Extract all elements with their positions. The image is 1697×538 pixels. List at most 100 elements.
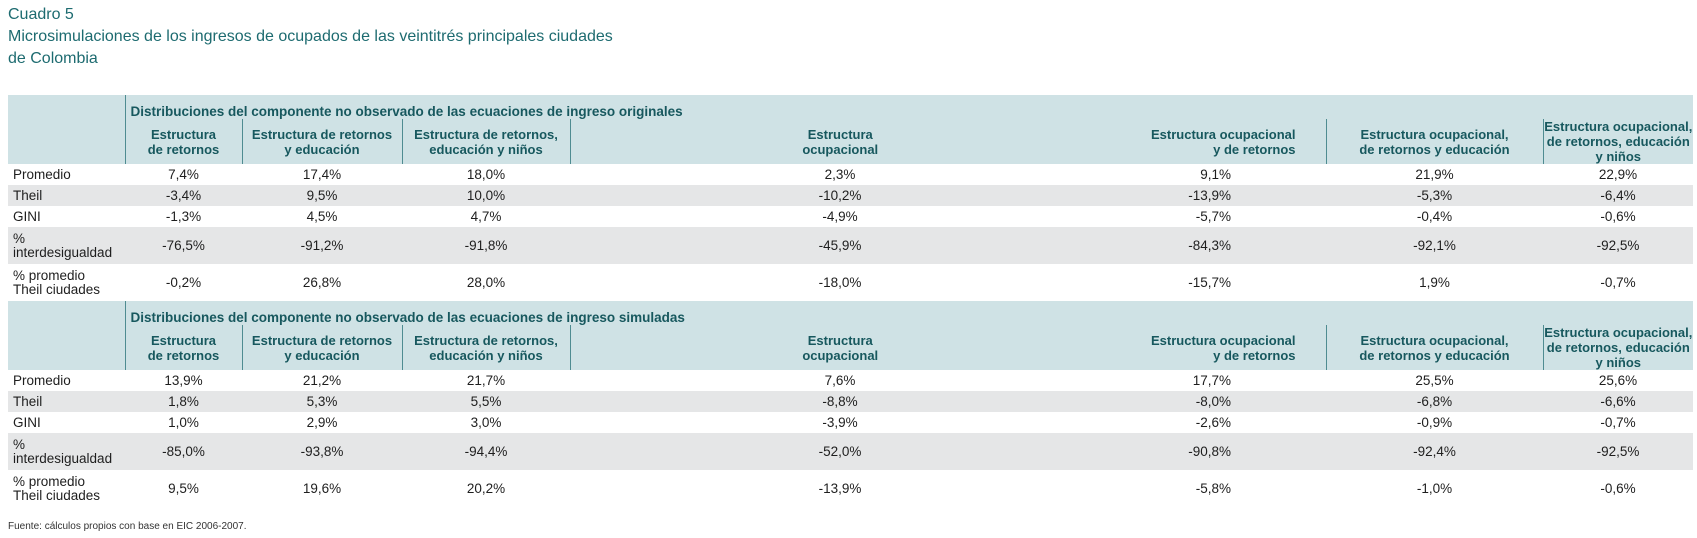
- column-header-label: Estructura ocupacional, de retornos, edu…: [1544, 119, 1693, 164]
- column-header: Estructura de retornos y educación: [241, 325, 402, 370]
- column-header-label: Estructura ocupacional, de retornos y ed…: [1359, 126, 1510, 157]
- column-header-label: Estructura ocupacional: [802, 126, 879, 157]
- value-cell: 13,9%: [164, 373, 203, 388]
- value-cell: 18,0%: [466, 167, 506, 182]
- value-cell: -1,0%: [1416, 481, 1453, 496]
- value-cell: 21,9%: [1415, 167, 1454, 182]
- table-row: GINI 1,0% 2,9% 3,0% -3,9% -2,6% -0,9% -0,7%: [8, 412, 1693, 433]
- row-label: Promedio: [13, 166, 71, 182]
- value-cell: -92,1%: [1326, 227, 1543, 264]
- table-row: % promedio Theil ciudades 9,5% 19,6% 20,2% -…: [8, 470, 1693, 507]
- row-label: Promedio: [13, 372, 71, 388]
- column-header-row: Estructura de retornos Estructura de reto…: [8, 119, 1694, 164]
- row-label: % promedio Theil ciudades: [13, 473, 101, 503]
- row-label: Theil: [8, 391, 125, 412]
- value-cell: -52,0%: [570, 433, 1110, 470]
- value-cell: -0,7%: [1600, 415, 1636, 430]
- column-header-label: Estructura de retornos: [147, 332, 220, 363]
- corner-cell: [8, 325, 126, 370]
- section-header: Distribuciones del componente no observa…: [8, 95, 1694, 119]
- table-row: Promedio 13,9% 21,2% 21,7% 7,6% 17,7% 25,5% 25,…: [8, 370, 1693, 391]
- value-cell: -1,3%: [165, 209, 202, 224]
- value-cell: 4,5%: [306, 209, 338, 224]
- value-cell: 1,0%: [168, 415, 199, 430]
- value-cell: 22,9%: [1598, 167, 1638, 182]
- value-cell: -94,4%: [402, 433, 570, 470]
- value-cell: 21,7%: [466, 373, 506, 388]
- column-header: Estructura de retornos, educación y niño…: [401, 119, 570, 164]
- value-cell: -15,7%: [1188, 275, 1231, 290]
- value-cell: -76,5%: [125, 227, 242, 264]
- column-header-label: Estructura de retornos, educación y niño…: [414, 126, 558, 157]
- value-cell: -3,4%: [125, 185, 242, 206]
- value-cell: -0,6%: [1600, 481, 1636, 496]
- column-header-label: Estructura ocupacional, de retornos y ed…: [1359, 332, 1510, 363]
- column-header: Estructura ocupacional, de retornos y ed…: [1325, 119, 1543, 164]
- value-cell: 9,5%: [242, 185, 402, 206]
- value-cell: 2,3%: [824, 167, 856, 182]
- value-cell: 26,8%: [302, 275, 342, 290]
- value-cell: 5,3%: [242, 391, 402, 412]
- value-cell: -91,8%: [402, 227, 570, 264]
- table-row: % promedio Theil ciudades -0,2% 26,8% 28,0%…: [8, 264, 1693, 301]
- value-cell: -6,8%: [1326, 391, 1543, 412]
- value-cell: 19,6%: [302, 481, 342, 496]
- value-cell: -4,9%: [822, 209, 858, 224]
- column-header: Estructura de retornos: [125, 119, 242, 164]
- caption-title-line-2: de Colombia: [8, 50, 98, 67]
- value-cell: -0,2%: [165, 275, 202, 290]
- value-cell: -0,9%: [1416, 415, 1453, 430]
- column-header: Estructura ocupacional: [569, 325, 1110, 370]
- corner-cell: [8, 119, 126, 164]
- value-cell: 20,2%: [466, 481, 506, 496]
- value-cell: -91,2%: [242, 227, 402, 264]
- value-cell: 9,1%: [1200, 167, 1231, 182]
- value-cell: -13,9%: [1110, 185, 1326, 206]
- value-cell: -2,6%: [1195, 415, 1231, 430]
- value-cell: -8,8%: [570, 391, 1110, 412]
- value-cell: 7,6%: [824, 373, 856, 388]
- value-cell: 17,4%: [302, 167, 342, 182]
- table-row: Promedio 7,4% 17,4% 18,0% 2,3% 9,1% 21,9% 22,9%: [8, 164, 1693, 185]
- value-cell: -5,3%: [1326, 185, 1543, 206]
- value-cell: -0,7%: [1600, 275, 1636, 290]
- column-header: Estructura ocupacional, de retornos, edu…: [1542, 325, 1694, 370]
- table-row: Theil -3,4% 9,5% 10,0% -10,2% -13,9% -5,3% -6,4…: [8, 185, 1694, 206]
- row-label: % interdesigualdad: [8, 227, 125, 264]
- value-cell: -90,8%: [1110, 433, 1326, 470]
- table-row: % interdesigualdad -85,0% -93,8% -94,4% -52,…: [8, 433, 1694, 470]
- value-cell: -92,4%: [1326, 433, 1543, 470]
- column-header-label: Estructura ocupacional: [802, 332, 879, 363]
- value-cell: -93,8%: [242, 433, 402, 470]
- column-header: Estructura de retornos: [125, 325, 242, 370]
- table-row: GINI -1,3% 4,5% 4,7% -4,9% -5,7% -0,4% -0,6%: [8, 206, 1693, 227]
- value-cell: -3,9%: [822, 415, 858, 430]
- value-cell: -13,9%: [818, 481, 862, 496]
- value-cell: 9,5%: [168, 481, 199, 496]
- value-cell: -5,7%: [1195, 209, 1231, 224]
- caption-number: Cuadro 5: [8, 6, 74, 23]
- column-header: Estructura ocupacional y de retornos: [1110, 119, 1326, 164]
- column-header: Estructura ocupacional: [569, 119, 1110, 164]
- results-table: Distribuciones del componente no observa…: [8, 95, 1694, 507]
- corner-cell: [8, 95, 126, 119]
- column-header: Estructura ocupacional, de retornos, edu…: [1542, 119, 1694, 164]
- caption-title-line-1: Microsimulaciones de los ingresos de ocu…: [8, 28, 613, 45]
- column-header: Estructura ocupacional, de retornos y ed…: [1325, 325, 1543, 370]
- value-cell: 2,9%: [306, 415, 338, 430]
- value-cell: 10,0%: [402, 185, 570, 206]
- column-header-row: Estructura de retornos Estructura de reto…: [8, 325, 1694, 370]
- value-cell: -0,4%: [1416, 209, 1453, 224]
- value-cell: 17,7%: [1192, 373, 1231, 388]
- column-header: Estructura de retornos, educación y niño…: [401, 325, 570, 370]
- value-cell: 25,6%: [1598, 373, 1638, 388]
- value-cell: -6,6%: [1543, 391, 1694, 412]
- value-cell: 21,2%: [302, 373, 342, 388]
- column-header-label: Estructura de retornos y educación: [251, 126, 393, 157]
- table-row: Theil 1,8% 5,3% 5,5% -8,8% -8,0% -6,8% -6,6%: [8, 391, 1694, 412]
- value-cell: -92,5%: [1543, 433, 1694, 470]
- corner-cell: [8, 301, 126, 325]
- section-header: Distribuciones del componente no observa…: [8, 301, 1694, 325]
- value-cell: 4,7%: [470, 209, 502, 224]
- column-header-label: Estructura de retornos y educación: [251, 332, 393, 363]
